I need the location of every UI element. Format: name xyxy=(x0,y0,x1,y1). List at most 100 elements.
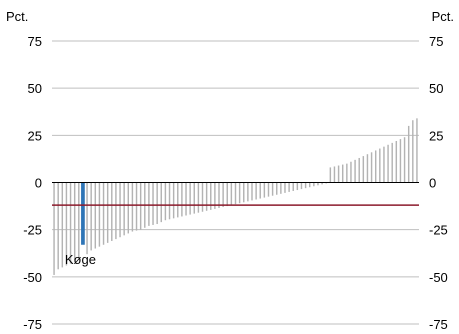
bar xyxy=(210,182,212,210)
bar xyxy=(276,182,278,195)
bar xyxy=(106,182,109,243)
right-tick-label: -75 xyxy=(429,317,448,332)
bar xyxy=(197,182,200,213)
bar xyxy=(152,182,154,225)
bar xyxy=(412,120,414,183)
bar xyxy=(156,182,158,225)
right-tick-label: 75 xyxy=(429,34,443,49)
bar xyxy=(218,182,220,208)
bar xyxy=(304,182,307,189)
bar xyxy=(168,182,171,220)
bar xyxy=(346,163,348,183)
bar xyxy=(230,182,233,206)
bar xyxy=(189,182,191,215)
bar xyxy=(329,167,332,183)
left-y-axis: 75 50 25 0 -25 -50 -75 xyxy=(23,34,42,332)
bar xyxy=(309,182,311,188)
bar xyxy=(57,182,59,270)
bar xyxy=(399,139,402,183)
bar xyxy=(366,154,369,183)
bar xyxy=(403,137,406,183)
bar xyxy=(296,182,299,191)
highlight-bar xyxy=(81,182,85,245)
bar xyxy=(127,182,129,234)
bar xyxy=(247,182,249,202)
bar xyxy=(53,182,55,275)
bar xyxy=(321,182,323,185)
bar xyxy=(177,182,179,218)
bar xyxy=(102,182,105,245)
bar xyxy=(123,182,125,236)
bar xyxy=(383,146,385,183)
bar xyxy=(263,182,266,198)
right-tick-label: -50 xyxy=(429,270,448,285)
bar xyxy=(370,152,373,183)
left-tick-label: -25 xyxy=(23,223,42,238)
right-y-axis: 75 50 25 0 -25 -50 -75 xyxy=(429,34,448,332)
bar xyxy=(78,182,80,258)
bar xyxy=(341,164,344,183)
bar xyxy=(98,182,101,247)
left-tick-label: -75 xyxy=(23,317,42,332)
bar xyxy=(362,156,365,183)
bar xyxy=(111,182,113,241)
bar xyxy=(259,182,261,199)
bar xyxy=(65,182,68,266)
left-axis-unit: Pct. xyxy=(6,9,28,24)
bar xyxy=(350,161,352,183)
bar xyxy=(358,157,360,183)
bar xyxy=(300,182,303,190)
bar xyxy=(333,166,336,183)
bar xyxy=(395,140,398,183)
bar xyxy=(201,182,204,212)
bar xyxy=(267,182,270,197)
bar xyxy=(238,182,241,204)
bar xyxy=(181,182,183,217)
bar xyxy=(222,182,224,208)
highlight-label: Køge xyxy=(65,252,96,267)
bar xyxy=(284,182,286,193)
bar xyxy=(148,182,150,226)
bar xyxy=(73,182,76,260)
bar xyxy=(90,182,92,251)
bar xyxy=(280,182,282,194)
bar xyxy=(69,182,72,264)
left-tick-label: 50 xyxy=(28,81,42,96)
bar xyxy=(354,159,356,183)
bar xyxy=(313,182,315,187)
bar xyxy=(234,182,237,205)
bar xyxy=(185,182,187,216)
bar xyxy=(251,182,253,201)
bar xyxy=(135,182,138,231)
left-tick-label: -50 xyxy=(23,270,42,285)
right-tick-label: 25 xyxy=(429,128,443,143)
bar xyxy=(205,182,208,211)
bar xyxy=(255,182,257,200)
bar xyxy=(379,148,381,183)
bar xyxy=(317,182,319,186)
right-axis-unit: Pct. xyxy=(432,9,454,24)
bar xyxy=(407,125,410,183)
bar xyxy=(164,182,167,221)
bar xyxy=(119,182,121,238)
bar xyxy=(288,182,290,192)
bar xyxy=(337,165,340,183)
bar xyxy=(61,182,64,268)
bar xyxy=(86,182,88,255)
bar xyxy=(193,182,195,214)
bar xyxy=(131,182,134,232)
gridlines xyxy=(52,40,419,325)
bar xyxy=(374,150,377,183)
bar xyxy=(292,182,294,191)
bar xyxy=(271,182,274,196)
left-tick-label: 0 xyxy=(35,176,42,191)
right-tick-label: 0 xyxy=(429,176,436,191)
bar xyxy=(115,182,117,240)
left-tick-label: 75 xyxy=(28,34,42,49)
bars xyxy=(53,118,418,275)
bar xyxy=(391,142,393,183)
bar xyxy=(214,182,216,209)
right-tick-label: -25 xyxy=(429,223,448,238)
bar xyxy=(387,144,389,183)
bar xyxy=(139,182,142,230)
